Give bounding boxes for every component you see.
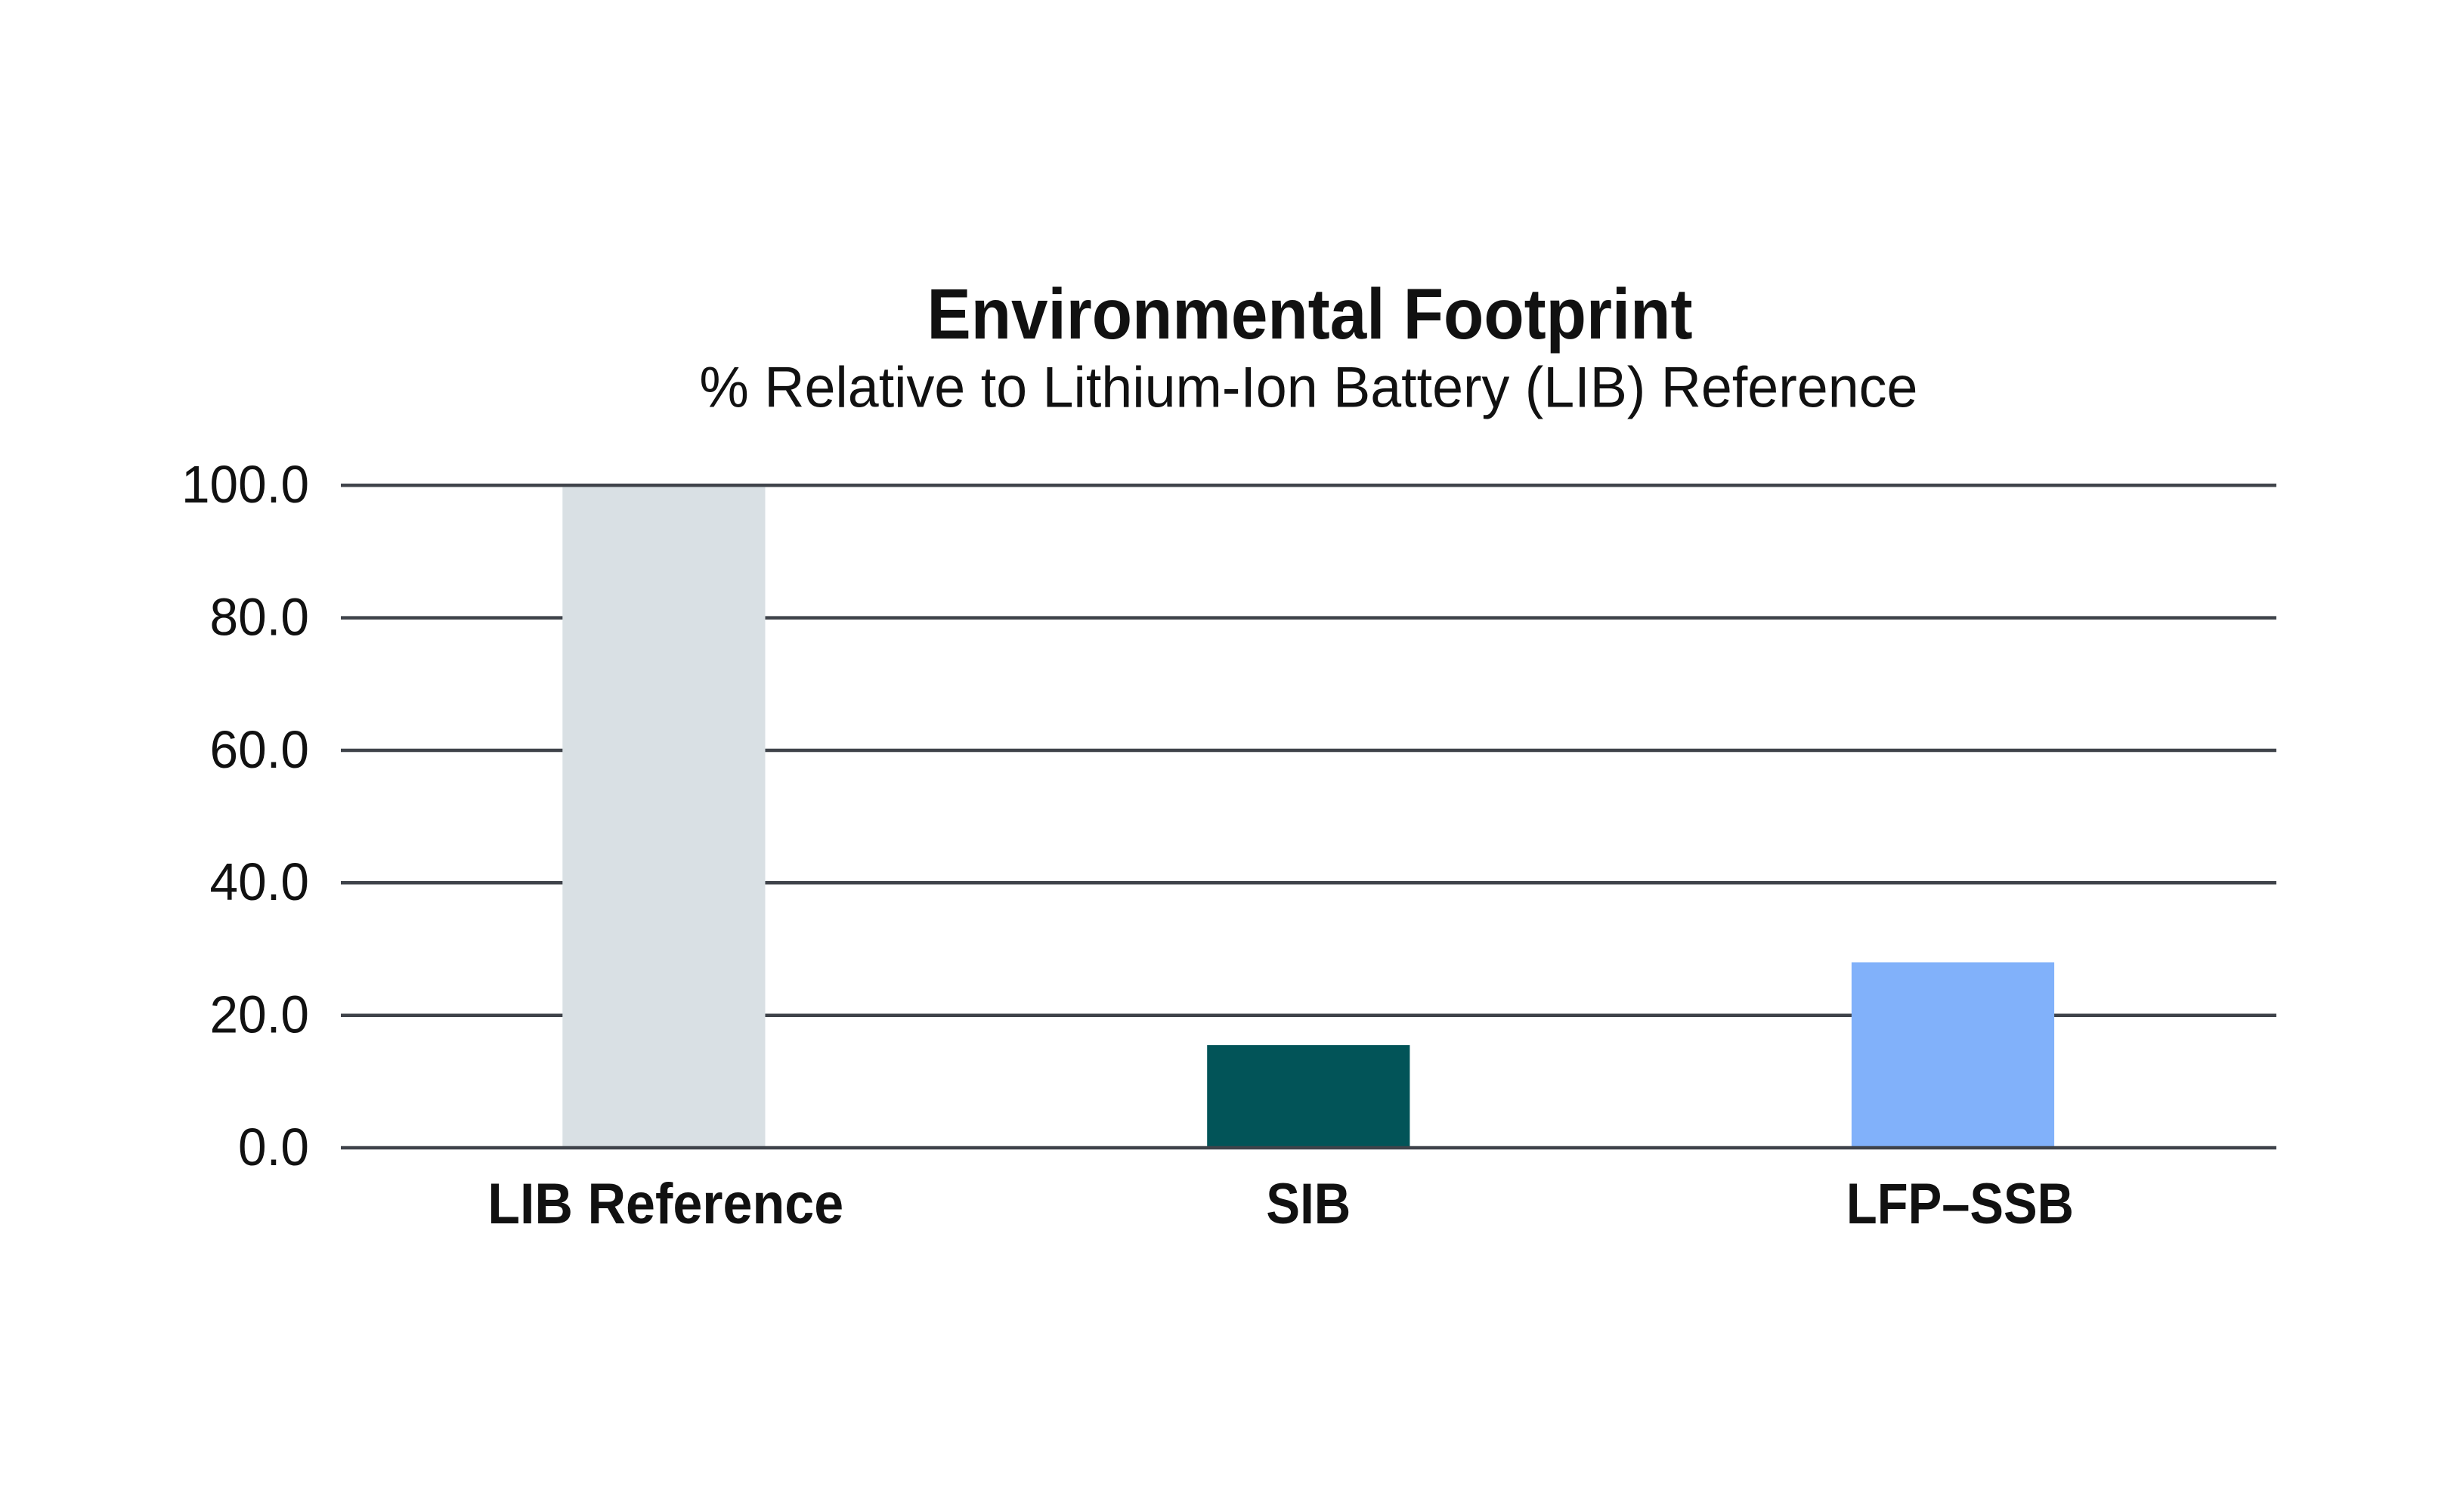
svg-text:LIB Reference: LIB Reference: [487, 1172, 843, 1236]
svg-text:SIB: SIB: [1266, 1172, 1351, 1236]
svg-text:% Relative to Lithium-Ion Batt: % Relative to Lithium-Ion Battery (LIB) …: [699, 356, 1917, 420]
svg-text:80.0: 80.0: [210, 587, 310, 646]
svg-text:0.0: 0.0: [238, 1118, 309, 1177]
svg-text:LFP–SSB: LFP–SSB: [1846, 1172, 2074, 1236]
svg-text:Environmental Footprint: Environmental Footprint: [927, 274, 1693, 354]
svg-text:60.0: 60.0: [210, 720, 310, 779]
svg-text:100.0: 100.0: [181, 455, 309, 514]
svg-text:40.0: 40.0: [210, 852, 310, 911]
svg-text:20.0: 20.0: [210, 985, 310, 1044]
